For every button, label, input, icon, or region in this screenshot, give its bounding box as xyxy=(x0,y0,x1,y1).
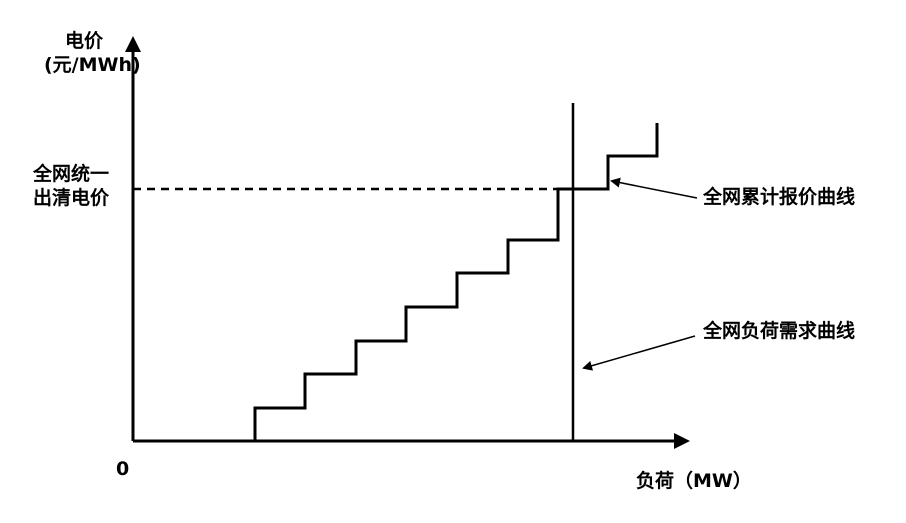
supply-curve-label: 全网累计报价曲线 xyxy=(703,186,856,208)
y-axis-title-line1: 电价 xyxy=(64,30,103,52)
cumulative-bid-step-curve xyxy=(253,123,659,441)
y-axis-title-line2: (元/MWh) xyxy=(44,53,141,76)
clearing-price-line1: 全网统一 xyxy=(33,163,110,185)
demand-curve-label: 全网负荷需求曲线 xyxy=(703,320,856,342)
x-axis-title: 负荷（MW） xyxy=(636,470,752,492)
clearing-price-label: 全网统一 出清电价 xyxy=(33,163,109,211)
y-axis-arrowhead xyxy=(125,36,141,52)
supply-curve-callout-arrow xyxy=(610,177,698,199)
demand-curve-callout-arrow xyxy=(582,335,696,371)
x-axis-arrowhead xyxy=(674,433,690,449)
origin-label: 0 xyxy=(116,458,130,480)
clearing-price-line2: 出清电价 xyxy=(33,186,110,209)
y-axis-title: 电价 (元/MWh) xyxy=(44,30,141,78)
